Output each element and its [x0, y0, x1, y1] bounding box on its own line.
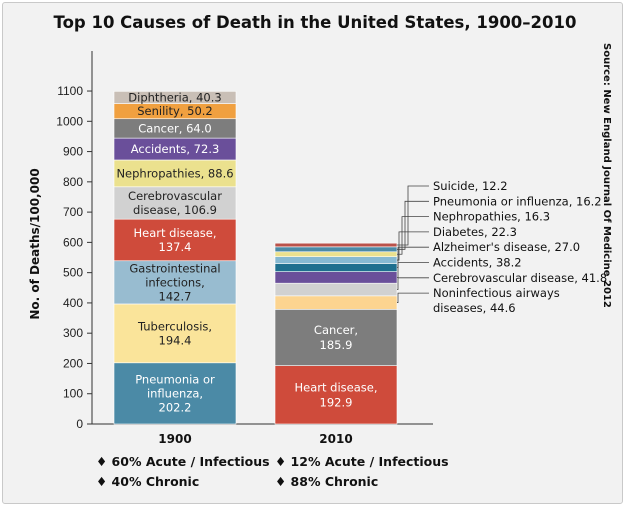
leader-line — [397, 246, 429, 268]
y-tick-label: 700 — [63, 205, 83, 219]
bar-segment — [274, 246, 398, 253]
bar-segment — [274, 251, 398, 257]
callout-label: Nephropathies, 16.3 — [433, 210, 550, 224]
segment-label: Cancer, 185.9 — [314, 323, 358, 352]
summary-note: ♦ 12% Acute / Infectious — [275, 454, 449, 469]
bar-segment — [274, 242, 398, 248]
y-tick-label: 1000 — [56, 114, 83, 128]
bar-segment — [274, 263, 398, 272]
leader-line — [397, 292, 429, 303]
leader-line — [397, 185, 429, 246]
segment-label: Cancer, 64.0 — [138, 121, 211, 135]
y-tick-label: 600 — [63, 235, 83, 249]
summary-notes: ♦ 60% Acute / Infectious ♦ 40% Chronic ♦ 1… — [96, 454, 449, 489]
leader-line — [397, 216, 429, 255]
leader-line — [397, 262, 429, 278]
chart-title: Top 10 Causes of Death in the United Sta… — [54, 13, 577, 32]
callout-label: Diabetes, 22.3 — [433, 225, 517, 239]
annotations: Noninfectious airways diseases, 44.6Cereb… — [397, 179, 607, 315]
bar-segment — [113, 303, 237, 364]
callout-label: Accidents, 38.2 — [433, 256, 522, 270]
segment-label: Cerebrovascular disease, 106.9 — [128, 189, 222, 217]
segment-label: Tuberculosis, 194.4 — [137, 319, 212, 347]
segment-label: Diphtheria, 40.3 — [128, 90, 221, 104]
bar-segment — [113, 159, 237, 188]
summary-note: ♦ 60% Acute / Infectious — [96, 454, 270, 469]
segment-label: Senility, 50.2 — [137, 104, 212, 118]
leader-line — [397, 231, 429, 261]
bar-segment — [113, 260, 237, 305]
category-label: 2010 — [319, 432, 352, 446]
y-tick-label: 900 — [63, 145, 83, 159]
segment-label: Accidents, 72.3 — [131, 142, 220, 156]
y-tick-label: 500 — [63, 266, 83, 280]
callout-label: Suicide, 12.2 — [433, 179, 508, 193]
bar-segment — [274, 256, 398, 264]
source-label: Source: New England Journal Of Medicine … — [601, 43, 612, 308]
y-axis-title: No. of Deaths/100,000 — [28, 168, 42, 319]
y-tick-label: 100 — [63, 387, 83, 401]
bar-segment — [113, 218, 237, 262]
y-tick-label: 1100 — [57, 84, 83, 98]
segment-labels: Pneumonia or influenza, 202.2 Tuberculosis,… — [116, 90, 377, 414]
bar-segment — [274, 282, 398, 297]
y-tick-label: 800 — [63, 175, 83, 189]
bar-segment — [274, 271, 398, 284]
leader-line — [397, 200, 429, 250]
chart: Top 10 Causes of Death in the United Sta… — [28, 13, 612, 489]
y-tick-label: 0 — [76, 417, 83, 431]
bar-segment — [274, 295, 398, 310]
category-label: 1900 — [158, 432, 191, 446]
summary-note: ♦ 88% Chronic — [275, 474, 378, 489]
y-tick-label: 400 — [63, 296, 83, 310]
bar-segment — [274, 365, 398, 425]
y-axis-ticks: 0 100 200 300 400 500 600 700 800 900 1000 1100 — [56, 84, 92, 431]
y-tick-label: 200 — [63, 356, 83, 370]
segment-label: Pneumonia or influenza, 202.2 — [135, 372, 215, 414]
segment-label: Gastrointestinal infections, 142.7 — [129, 261, 220, 303]
summary-note: ♦ 40% Chronic — [96, 474, 199, 489]
segment-label: Nephropathies, 88.6 — [116, 166, 233, 180]
callout-label: Cerebrovascular disease, 41.8 — [433, 271, 607, 285]
leader-line — [397, 277, 429, 290]
category-labels: 1900 2010 — [158, 432, 352, 446]
bar-segment — [113, 186, 237, 220]
segment-label: Heart disease, 192.9 — [295, 380, 378, 409]
callout-label: Alzheimer's disease, 27.0 — [433, 240, 580, 254]
bar-segment — [113, 362, 237, 425]
segment-label: Heart disease, 137.4 — [134, 226, 217, 254]
y-tick-label: 300 — [63, 326, 83, 340]
bar-segment — [113, 91, 237, 104]
callout-label: Noninfectious airways diseases, 44.6 — [433, 286, 560, 315]
bars — [113, 91, 398, 425]
callout-label: Pneumonia or influenza, 16.2 — [433, 194, 602, 208]
